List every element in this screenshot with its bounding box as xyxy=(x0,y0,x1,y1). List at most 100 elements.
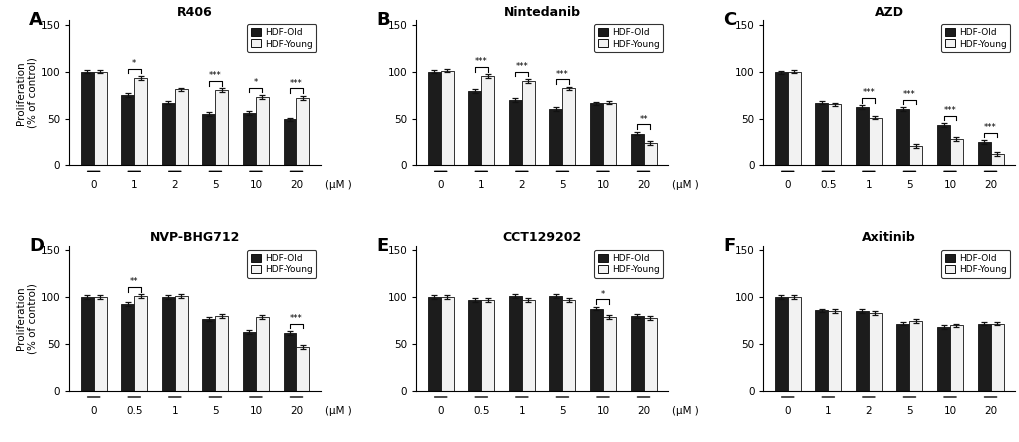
Text: C: C xyxy=(722,11,736,29)
Text: ***: *** xyxy=(475,57,487,66)
Text: 5: 5 xyxy=(905,180,912,190)
Text: 5: 5 xyxy=(905,406,912,416)
Bar xyxy=(162,103,174,165)
Bar xyxy=(508,100,522,165)
Text: 5: 5 xyxy=(558,406,566,416)
Text: ***: *** xyxy=(289,79,303,88)
Text: 10: 10 xyxy=(596,180,609,190)
Text: B: B xyxy=(376,11,389,29)
Bar xyxy=(297,347,309,391)
Text: 0.5: 0.5 xyxy=(126,406,143,416)
Text: (μM ): (μM ) xyxy=(325,180,352,190)
Text: 0: 0 xyxy=(437,180,443,190)
Bar xyxy=(549,296,561,391)
Bar xyxy=(896,109,909,165)
Title: AZD: AZD xyxy=(874,6,903,19)
Bar xyxy=(256,97,269,165)
Bar xyxy=(522,300,534,391)
Text: A: A xyxy=(30,11,43,29)
Text: E: E xyxy=(376,237,388,255)
Text: **: ** xyxy=(129,278,139,286)
Text: 2: 2 xyxy=(865,406,871,416)
Bar xyxy=(283,333,297,391)
Bar xyxy=(549,109,561,165)
Text: 10: 10 xyxy=(943,406,956,416)
Bar xyxy=(561,300,575,391)
Bar xyxy=(283,119,297,165)
Bar xyxy=(481,76,494,165)
Bar xyxy=(202,319,215,391)
Bar xyxy=(976,324,989,391)
Legend: HDF-Old, HDF-Young: HDF-Old, HDF-Young xyxy=(247,250,316,278)
Bar xyxy=(814,103,827,165)
Bar xyxy=(81,297,94,391)
Text: 5: 5 xyxy=(212,180,218,190)
Bar xyxy=(81,72,94,165)
Bar xyxy=(94,72,107,165)
Text: ***: *** xyxy=(555,69,569,79)
Text: **: ** xyxy=(639,114,647,124)
Bar xyxy=(121,304,135,391)
Legend: HDF-Old, HDF-Young: HDF-Old, HDF-Young xyxy=(941,250,1010,278)
Text: *: * xyxy=(132,59,137,68)
Bar xyxy=(243,113,256,165)
Bar xyxy=(643,143,656,165)
Title: Nintedanib: Nintedanib xyxy=(503,6,580,19)
Text: 5: 5 xyxy=(212,406,218,416)
Text: (μM ): (μM ) xyxy=(672,406,698,416)
Text: 20: 20 xyxy=(289,406,303,416)
Bar xyxy=(936,125,949,165)
Bar xyxy=(215,90,228,165)
Bar xyxy=(989,324,1003,391)
Bar xyxy=(630,316,643,391)
Bar xyxy=(936,327,949,391)
Bar xyxy=(243,332,256,391)
Title: Axitinib: Axitinib xyxy=(861,232,915,244)
Text: 0: 0 xyxy=(784,180,791,190)
Bar xyxy=(215,316,228,391)
Text: ***: *** xyxy=(902,90,915,99)
Bar xyxy=(256,317,269,391)
Text: 1: 1 xyxy=(130,180,138,190)
Bar xyxy=(121,95,135,165)
Bar xyxy=(589,103,602,165)
Text: D: D xyxy=(30,237,44,255)
Text: ***: *** xyxy=(862,88,874,97)
Bar xyxy=(909,321,921,391)
Bar xyxy=(949,325,962,391)
Text: 10: 10 xyxy=(943,180,956,190)
Bar xyxy=(774,297,787,391)
Bar xyxy=(174,89,187,165)
Bar xyxy=(602,317,615,391)
Text: *: * xyxy=(254,78,258,87)
Text: 0: 0 xyxy=(91,180,97,190)
Text: F: F xyxy=(722,237,735,255)
Bar xyxy=(827,311,841,391)
Bar xyxy=(630,133,643,165)
Y-axis label: Proliferation
(% of control): Proliferation (% of control) xyxy=(16,283,38,354)
Text: ***: *** xyxy=(943,106,956,115)
Bar xyxy=(643,318,656,391)
Title: CCT129202: CCT129202 xyxy=(502,232,581,244)
Text: 20: 20 xyxy=(983,406,997,416)
Legend: HDF-Old, HDF-Young: HDF-Old, HDF-Young xyxy=(593,24,662,52)
Text: 0.5: 0.5 xyxy=(819,180,836,190)
Text: 5: 5 xyxy=(558,180,566,190)
Bar xyxy=(602,103,615,165)
Bar xyxy=(427,72,440,165)
Text: (μM ): (μM ) xyxy=(1018,406,1019,416)
Text: 0: 0 xyxy=(784,406,791,416)
Bar xyxy=(896,324,909,391)
Bar xyxy=(94,297,107,391)
Title: R406: R406 xyxy=(177,6,213,19)
Text: 20: 20 xyxy=(983,180,997,190)
Bar xyxy=(162,297,174,391)
Bar xyxy=(989,154,1003,165)
Bar xyxy=(561,88,575,165)
Text: ***: *** xyxy=(289,314,303,323)
Bar xyxy=(589,309,602,391)
Text: 20: 20 xyxy=(289,180,303,190)
Bar xyxy=(135,296,147,391)
Bar xyxy=(174,296,187,391)
Bar xyxy=(297,98,309,165)
